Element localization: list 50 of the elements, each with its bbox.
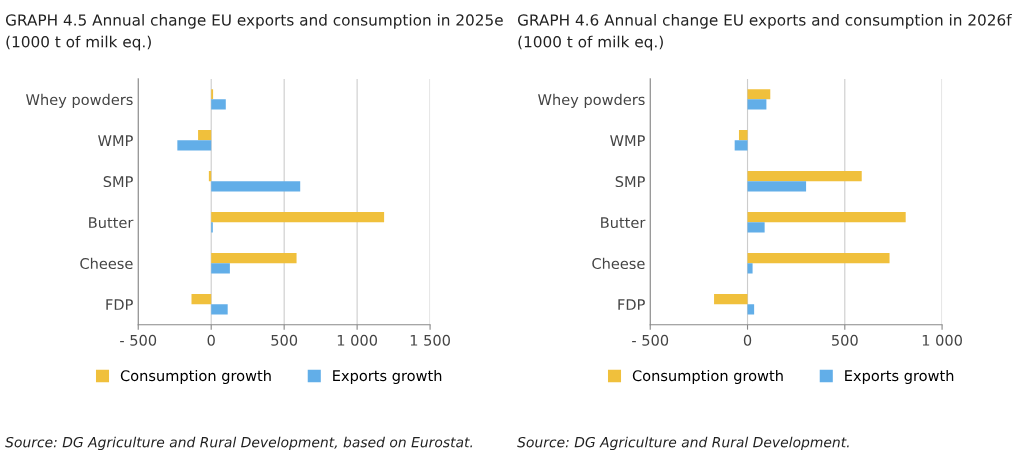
legend-label: Consumption growth <box>120 369 271 385</box>
bar <box>747 222 765 233</box>
y-tick-label: SMP <box>615 176 645 188</box>
bar <box>738 130 748 141</box>
bar <box>747 212 906 223</box>
x-tick-label: - 500 <box>632 334 669 346</box>
x-tick-label: 1 000 <box>922 334 962 346</box>
bar <box>747 181 807 192</box>
x-tick-label: 1 000 <box>337 334 378 346</box>
x-tick-label: 1 500 <box>410 334 450 346</box>
bar <box>747 99 767 110</box>
bar <box>747 263 753 274</box>
y-tick-label: Whey powders <box>538 93 645 108</box>
x-tick-label: - 500 <box>120 334 157 346</box>
source-note: Source: DG Agriculture and Rural Development, based on Eurostat. <box>5 436 473 451</box>
y-tick-label: Cheese <box>592 257 645 270</box>
x-tick-label: 0 <box>207 334 215 346</box>
y-tick-label: FDP <box>106 299 133 310</box>
y-tick-label: Butter <box>601 217 646 229</box>
legend-label: Exports growth <box>333 369 442 385</box>
bar <box>747 171 862 182</box>
y-tick-label: Whey powders <box>26 93 133 108</box>
bar <box>747 253 890 264</box>
bar <box>191 294 212 305</box>
bar <box>211 304 228 315</box>
chart-title: GRAPH 4.5 Annual change EU exports and consumption in 2025e (1000 t of milk eq.) <box>5 13 503 51</box>
bar <box>211 212 385 223</box>
x-tick-label: 500 <box>832 334 858 346</box>
bar <box>198 130 212 141</box>
bar <box>714 294 748 305</box>
chart-title: GRAPH 4.6 Annual change EU exports and consumption in 2026f (1000 t of milk eq.) <box>517 13 1012 51</box>
bar <box>747 304 755 315</box>
bar <box>211 263 230 274</box>
y-tick-label: SMP <box>103 176 133 188</box>
legend-label: Exports growth <box>845 369 954 385</box>
bar <box>177 140 212 151</box>
bar <box>211 99 226 110</box>
y-tick-label: WMP <box>610 135 645 146</box>
y-tick-label: WMP <box>98 135 133 146</box>
y-tick-label: Butter <box>89 217 134 229</box>
y-tick-label: FDP <box>618 299 645 310</box>
y-tick-label: Cheese <box>80 257 133 270</box>
bar <box>211 181 301 192</box>
x-tick-label: 0 <box>743 334 752 346</box>
bar <box>747 89 771 100</box>
bar <box>211 253 297 264</box>
bar <box>734 140 748 151</box>
source-note: Source: DG Agriculture and Rural Development. <box>517 436 849 451</box>
x-tick-label: 500 <box>271 334 298 346</box>
legend-label: Consumption growth <box>632 369 783 385</box>
